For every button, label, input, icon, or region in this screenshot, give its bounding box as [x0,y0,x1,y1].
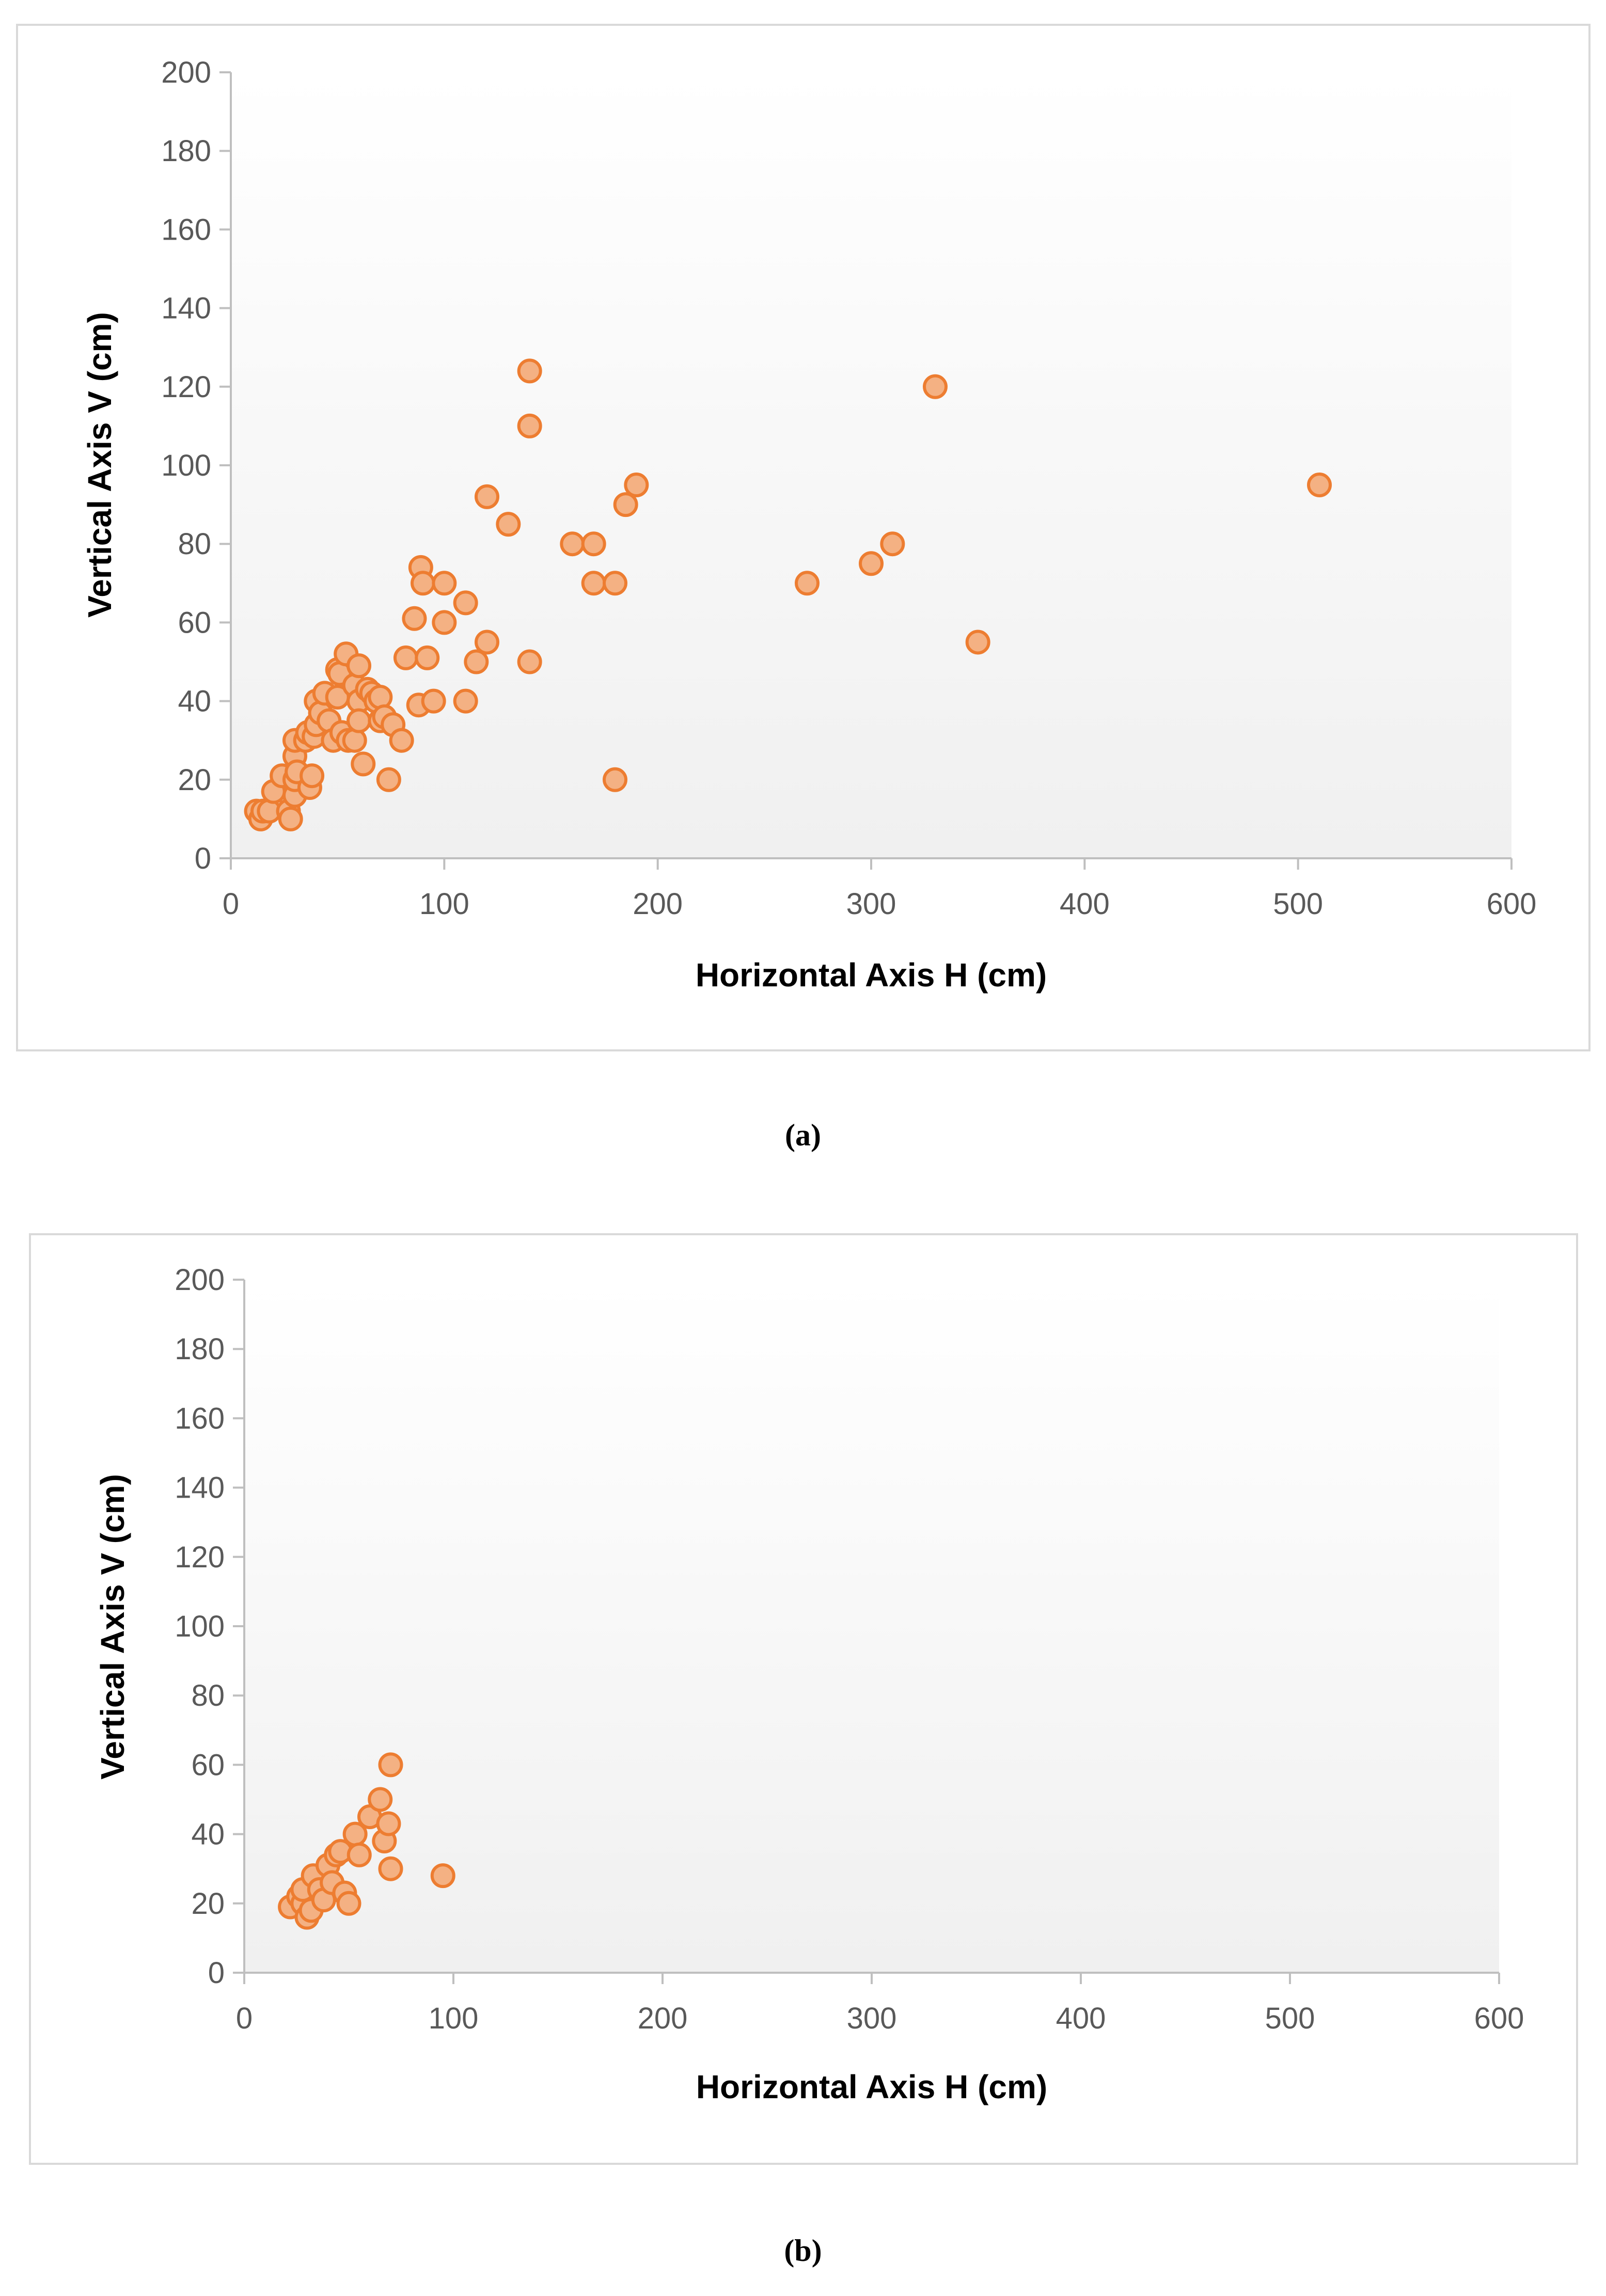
chart-a-data-point [496,512,521,537]
chart-a-data-point [376,767,401,792]
chart-a-plot-area [231,72,1511,858]
chart-a-data-point [411,571,435,596]
chart-a-data-point [415,645,440,670]
chart-a-data-point [923,374,948,399]
chart-a-data-point [464,649,489,674]
chart-b-data-point [368,1787,393,1812]
chart-b-xtick-label: 400 [1056,2002,1106,2035]
chart-b-data-point [430,1863,455,1889]
chart-a-data-point [880,531,905,557]
chart-b-ytick-label: 100 [175,1610,225,1643]
chart-a-data-point [342,728,367,753]
chart-a-data-point [347,653,371,679]
chart-b-caption: (b) [784,2234,822,2268]
chart-a-caption: (a) [785,1118,821,1152]
chart-b-ytick-label: 40 [191,1818,225,1851]
chart-a-data-point [613,492,638,517]
chart-b-ytick-label: 160 [175,1402,225,1435]
chart-a-data-point [581,531,606,557]
chart-a-ytick-label: 120 [161,370,211,404]
chart-b-plot-area [244,1280,1499,1973]
chart-a-data-point [402,606,427,631]
chart-a-xtick-label: 100 [419,887,469,921]
chart-a-data-point [278,806,303,831]
chart-a-ytick-label: 40 [178,685,211,718]
chart-a-xtick-label: 200 [633,887,683,921]
chart-a-ytick-label: 80 [178,527,211,561]
chart-b-xtick-label: 0 [236,2002,253,2035]
chart-b-data-point [376,1811,401,1836]
chart-b-ytick-label: 80 [191,1679,225,1712]
chart-a-data-point [368,684,393,710]
chart-b-xtick-label: 100 [429,2002,479,2035]
chart-a-xtick-label: 400 [1060,887,1110,921]
chart-a-data-point [603,767,627,792]
chart-a-xaxis-title: Horizontal Axis H (cm) [696,956,1047,994]
chart-b-xtick-label: 600 [1474,2002,1524,2035]
chart-a-ytick-label: 0 [195,842,211,875]
chart-b-data-point [347,1842,372,1867]
chart-a: 0 20 40 60 80 100 120 140 160 180 200 0 100 200 300 400… [16,24,1591,1152]
chart-b-data-point [336,1891,361,1916]
chart-b-ytick-label: 60 [191,1748,225,1782]
chart-a-data-point [475,484,499,509]
chart-a-data-point [965,630,990,655]
chart-a-data-point [432,571,457,596]
chart-b: 0 20 40 60 80 100 120 140 160 180 200 0 100 200 300 400… [29,1233,1578,2268]
chart-a-data-point [453,688,478,714]
chart-a-data-point [517,413,542,438]
chart-a-data-point [517,358,542,384]
chart-b-ytick-label: 140 [175,1471,225,1505]
chart-a-data-point [300,763,325,789]
chart-a-ytick-label: 100 [161,449,211,482]
chart-b-xaxis-title: Horizontal Axis H (cm) [696,2068,1047,2105]
chart-b-xtick-label: 300 [847,2002,897,2035]
chart-a-data-point [421,688,446,714]
chart-a-xtick-label: 300 [846,887,896,921]
chart-b-xtick-label: 500 [1265,2002,1315,2035]
chart-a-xtick-label: 0 [223,887,239,921]
chart-a-yaxis-title: Vertical Axis V (cm) [81,312,118,618]
chart-a-xtick-label: 600 [1487,887,1537,921]
chart-a-ytick-label: 140 [161,292,211,325]
chart-a-ytick-label: 60 [178,606,211,639]
chart-a-data-point [347,708,371,733]
chart-a-data-point [389,728,414,753]
chart-a-ytick-label: 160 [161,213,211,246]
chart-a-data-point [432,610,457,635]
chart-a-data-point [581,571,606,596]
chart-a-data-point [517,649,542,674]
chart-a-ytick-label: 180 [161,134,211,168]
chart-a-xtick-label: 500 [1273,887,1323,921]
chart-b-ytick-label: 200 [175,1263,225,1297]
chart-a-data-point [475,630,499,655]
chart-b-xtick-label: 200 [638,2002,688,2035]
chart-a-data-point [795,571,820,596]
chart-a-data-point [351,751,376,777]
chart-b-ytick-label: 120 [175,1540,225,1574]
chart-a-data-point [859,551,884,576]
chart-a-data-point [453,590,478,616]
chart-a-data-point [624,473,649,498]
chart-a-data-point [1307,473,1332,498]
chart-a-ytick-label: 20 [178,763,211,797]
chart-a-data-point [393,645,418,670]
chart-a-data-point [560,531,585,557]
chart-b-data-point [378,1752,403,1778]
chart-b-ytick-label: 0 [208,1956,225,1990]
chart-b-data-point [378,1856,403,1881]
chart-b-ytick-label: 180 [175,1332,225,1366]
chart-b-yaxis-title: Vertical Axis V (cm) [94,1474,131,1780]
chart-a-ytick-label: 200 [161,56,211,89]
chart-b-ytick-label: 20 [191,1887,225,1921]
chart-a-data-point [603,571,627,596]
